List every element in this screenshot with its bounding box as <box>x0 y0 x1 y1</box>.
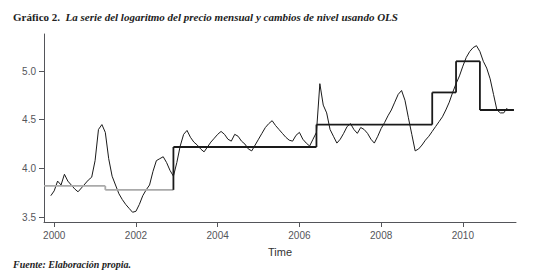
svg-text:2002: 2002 <box>125 230 148 241</box>
svg-text:Time: Time <box>268 246 292 258</box>
svg-text:4.0: 4.0 <box>22 163 36 174</box>
svg-text:La serie del logaritmo del pre: La serie del logaritmo del precio mensua… <box>65 11 398 23</box>
svg-text:2006: 2006 <box>288 230 311 241</box>
svg-text:2004: 2004 <box>207 230 230 241</box>
svg-text:4.5: 4.5 <box>22 114 36 125</box>
svg-text:Gráfico 2.: Gráfico 2. <box>13 11 60 23</box>
svg-text:2000: 2000 <box>43 230 66 241</box>
svg-text:2010: 2010 <box>452 230 475 241</box>
svg-text:5.0: 5.0 <box>22 66 36 77</box>
svg-text:2008: 2008 <box>370 230 393 241</box>
svg-text:3.5: 3.5 <box>22 212 36 223</box>
svg-text:Fuente:: Fuente: <box>12 259 46 270</box>
svg-text:Elaboración propia.: Elaboración propia. <box>46 259 131 270</box>
